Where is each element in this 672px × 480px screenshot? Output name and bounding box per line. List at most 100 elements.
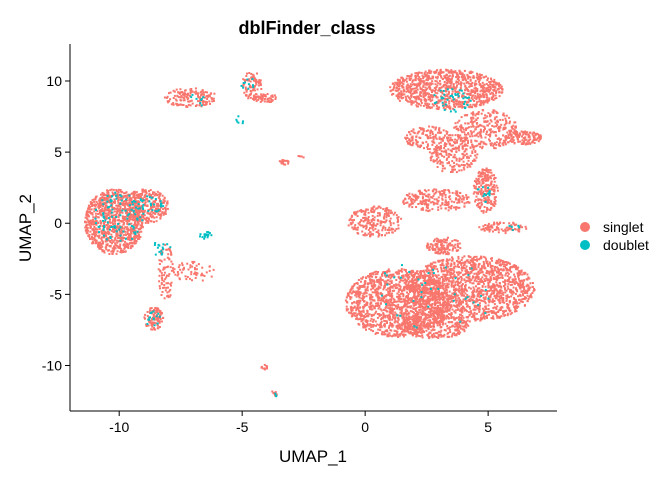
singlet-point [510, 134, 513, 136]
singlet-point [394, 81, 397, 84]
singlet-point [467, 133, 470, 136]
singlet-point [408, 302, 411, 305]
singlet-point [487, 184, 490, 187]
singlet-point [193, 267, 196, 269]
singlet-point [478, 79, 481, 82]
singlet-point [455, 81, 458, 84]
singlet-point [418, 98, 420, 101]
singlet-point [428, 77, 431, 80]
singlet-point [412, 202, 415, 205]
singlet-point [445, 69, 448, 72]
singlet-point [201, 274, 204, 277]
singlet-point [448, 153, 451, 156]
singlet-point [195, 90, 198, 93]
singlet-point [484, 136, 487, 139]
singlet-point [420, 293, 423, 295]
singlet-point [162, 316, 165, 319]
singlet-point [452, 83, 455, 86]
singlet-point [475, 177, 478, 180]
singlet-point [487, 226, 489, 229]
singlet-point [438, 137, 441, 140]
singlet-point [411, 290, 414, 293]
singlet-point [479, 84, 482, 87]
singlet-point [454, 192, 457, 195]
singlet-point [104, 246, 107, 249]
singlet-point [158, 316, 161, 319]
singlet-point [406, 297, 409, 300]
singlet-point [383, 212, 386, 215]
singlet-point [478, 83, 481, 86]
singlet-point [442, 252, 445, 255]
singlet-point [411, 144, 414, 147]
singlet-point [492, 110, 495, 113]
singlet-point [87, 220, 90, 223]
singlet-point [417, 131, 420, 134]
singlet-point [420, 128, 422, 131]
singlet-point [140, 230, 143, 233]
singlet-point [128, 212, 131, 214]
singlet-point [128, 234, 131, 237]
singlet-point [95, 215, 98, 218]
singlet-point [482, 142, 485, 145]
singlet-point [131, 229, 134, 232]
singlet-point [113, 198, 116, 201]
singlet-point [113, 202, 116, 204]
singlet-point [455, 163, 458, 166]
singlet-point [396, 218, 399, 221]
singlet-point [419, 91, 422, 93]
singlet-point [161, 211, 164, 214]
singlet-point [118, 212, 121, 215]
singlet-point [129, 238, 132, 241]
singlet-point [478, 170, 481, 173]
singlet-point [384, 234, 387, 237]
singlet-point [445, 143, 448, 145]
singlet-point [419, 193, 422, 195]
singlet-point [450, 207, 453, 210]
singlet-point [485, 228, 488, 231]
singlet-point [500, 85, 503, 88]
singlet-point [457, 134, 460, 137]
singlet-point [470, 125, 473, 128]
singlet-point [95, 230, 98, 233]
singlet-point [162, 266, 165, 269]
singlet-point [439, 249, 442, 252]
singlet-point [463, 143, 466, 146]
singlet-point [473, 87, 476, 90]
singlet-point [399, 279, 402, 282]
singlet-point [150, 220, 153, 223]
singlet-point [431, 131, 434, 133]
singlet-point [488, 198, 491, 201]
singlet-point [189, 92, 192, 94]
singlet-point [373, 306, 376, 309]
singlet-point [496, 138, 499, 140]
singlet-point [472, 130, 475, 133]
singlet-point [492, 94, 495, 97]
singlet-point [420, 191, 423, 194]
singlet-point [498, 82, 501, 85]
singlet-point [108, 201, 111, 204]
singlet-point [159, 259, 162, 262]
singlet-point [168, 295, 171, 298]
singlet-point [257, 98, 260, 101]
singlet-point [130, 222, 133, 225]
singlet-point [189, 277, 191, 280]
singlet-point [197, 263, 200, 266]
singlet-point [409, 98, 412, 100]
singlet-point [438, 148, 441, 151]
singlet-point [531, 133, 534, 136]
singlet-point [415, 75, 418, 78]
singlet-point [378, 205, 381, 208]
singlet-point [130, 197, 133, 200]
singlet-point [172, 89, 175, 92]
singlet-point [447, 90, 450, 93]
singlet-point [409, 310, 412, 313]
singlet-point [367, 228, 370, 231]
singlet-point [486, 101, 489, 104]
singlet-point [145, 197, 148, 200]
singlet-point [424, 134, 427, 137]
singlet-point [156, 317, 158, 320]
singlet-point [138, 209, 141, 211]
singlet-point [359, 224, 362, 227]
singlet-point [385, 210, 388, 213]
singlet-point [517, 230, 520, 233]
